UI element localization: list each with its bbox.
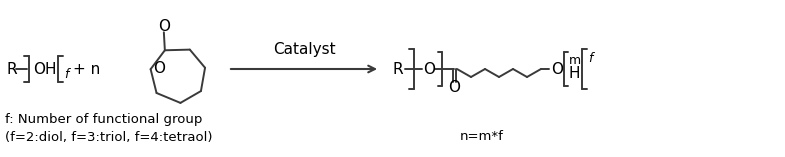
Text: f: f: [588, 52, 593, 65]
Text: O: O: [154, 61, 166, 76]
Text: Catalyst: Catalyst: [272, 42, 335, 57]
Text: f: Number of functional group: f: Number of functional group: [5, 113, 203, 125]
Text: O: O: [448, 81, 460, 95]
Text: f: f: [64, 68, 68, 81]
Text: R: R: [6, 62, 16, 76]
Text: OH: OH: [33, 62, 57, 76]
Text: O: O: [551, 62, 563, 76]
Text: H: H: [569, 67, 580, 81]
Text: R: R: [393, 62, 403, 76]
Text: n=m*f: n=m*f: [460, 130, 504, 143]
Text: O: O: [158, 19, 170, 34]
Text: + n: + n: [73, 62, 100, 76]
Text: O: O: [423, 62, 435, 76]
Text: m: m: [569, 54, 581, 68]
Text: (f=2:diol, f=3:triol, f=4:tetraol): (f=2:diol, f=3:triol, f=4:tetraol): [5, 130, 213, 143]
